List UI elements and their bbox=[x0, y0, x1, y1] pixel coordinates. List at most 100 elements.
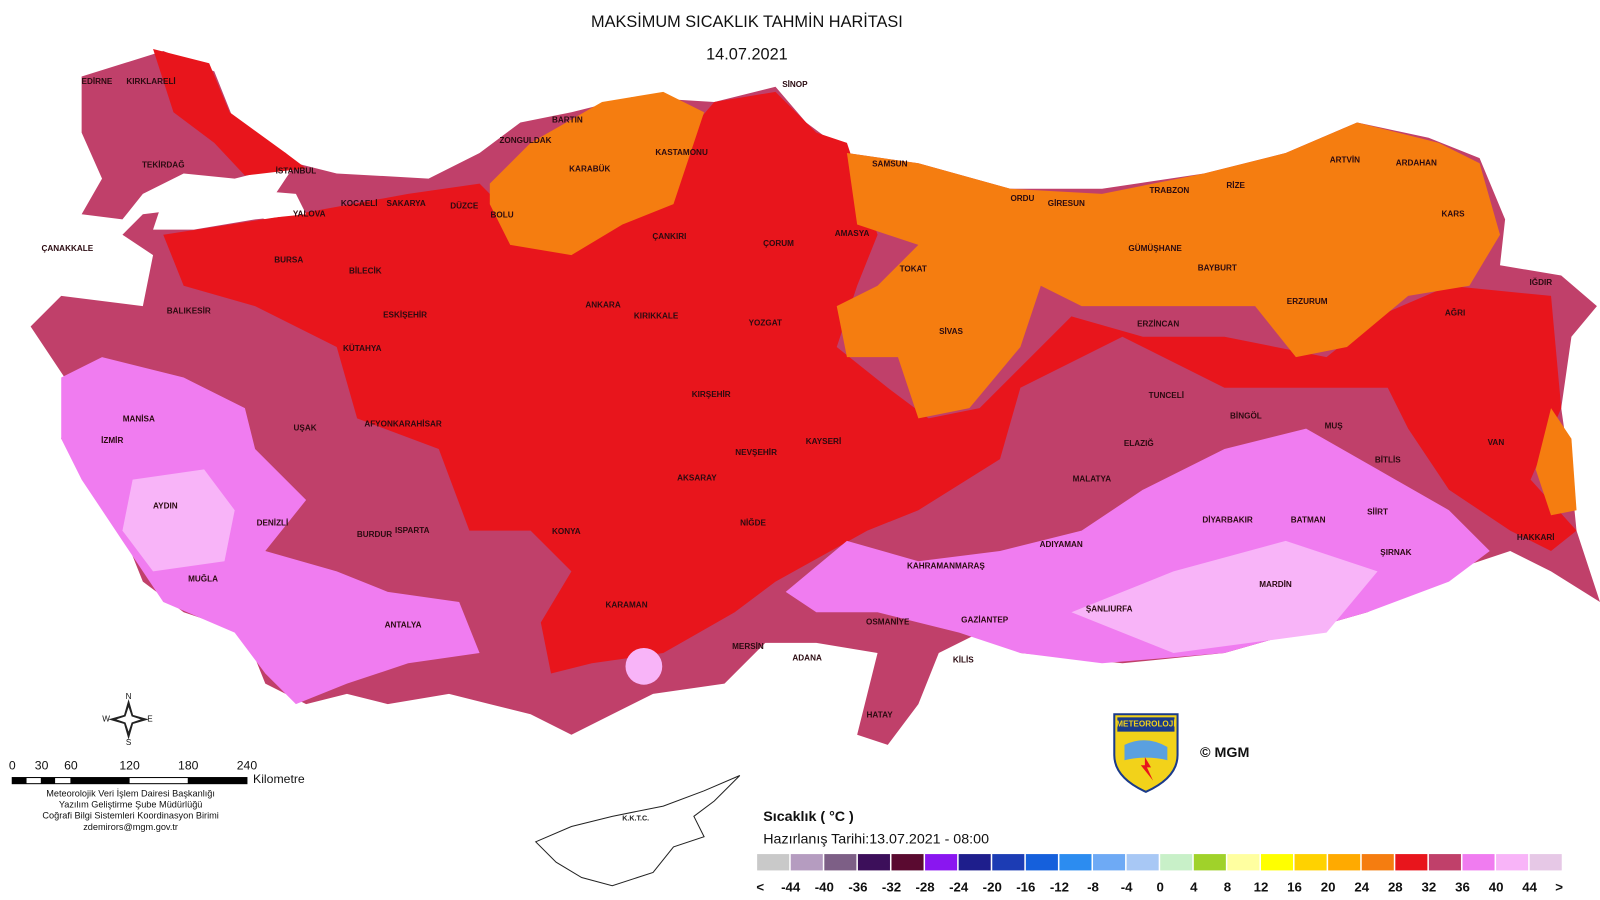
legend-label: -28 bbox=[916, 879, 935, 894]
legend-swatch bbox=[1328, 854, 1361, 871]
legend-swatch bbox=[1193, 854, 1226, 871]
legend-prepared: Hazırlanış Tarihi:13.07.2021 - 08:00 bbox=[763, 832, 989, 848]
temperature-region bbox=[81, 51, 296, 220]
city-label: GAZİANTEP bbox=[961, 615, 1009, 625]
city-label: KİLİS bbox=[953, 654, 974, 664]
city-label: NEVŞEHİR bbox=[735, 447, 777, 457]
city-label: AMASYA bbox=[835, 229, 870, 238]
city-label: KARS bbox=[1441, 209, 1465, 218]
city-label: AYDIN bbox=[153, 501, 178, 510]
city-label: BARTIN bbox=[552, 116, 583, 125]
city-label: KARAMAN bbox=[605, 600, 647, 609]
legend-label: > bbox=[1555, 879, 1563, 894]
compass-letter: W bbox=[102, 715, 110, 724]
city-label: BAYBURT bbox=[1198, 264, 1237, 273]
city-label: BİLECİK bbox=[349, 266, 382, 276]
legend-swatch bbox=[958, 854, 991, 871]
legend-label: 36 bbox=[1455, 879, 1470, 894]
temperature-region bbox=[1071, 540, 1378, 654]
compass-letter: E bbox=[147, 715, 153, 724]
city-label: KARABÜK bbox=[569, 164, 610, 174]
city-label: ANKARA bbox=[585, 300, 620, 309]
city-label: MALATYA bbox=[1073, 475, 1112, 484]
legend-label: < bbox=[756, 879, 764, 894]
legend-label: -24 bbox=[949, 879, 969, 894]
cyprus-label: K.K.T.C. bbox=[622, 814, 649, 822]
temperature-region bbox=[625, 647, 663, 685]
city-label: KOCAELİ bbox=[341, 198, 378, 208]
city-label: KIRIKKALE bbox=[634, 311, 679, 320]
city-label: SAKARYA bbox=[386, 199, 425, 208]
temperature-region bbox=[836, 122, 1500, 419]
city-label: ESKİŞEHİR bbox=[383, 309, 427, 319]
city-label: BİTLİS bbox=[1375, 454, 1401, 464]
legend-swatch bbox=[1395, 854, 1428, 871]
city-label: ARTVİN bbox=[1330, 154, 1360, 164]
city-label: EDİRNE bbox=[82, 76, 113, 86]
city-label: MARDİN bbox=[1259, 579, 1292, 589]
scale-tick-label: 30 bbox=[35, 759, 49, 773]
legend-label: -20 bbox=[983, 879, 1002, 894]
city-label: ANTALYA bbox=[385, 621, 422, 630]
legend-label: -32 bbox=[882, 879, 901, 894]
legend-swatch bbox=[1462, 854, 1495, 871]
city-label: KIRŞEHİR bbox=[692, 389, 731, 399]
city-label: BİNGÖL bbox=[1230, 410, 1262, 420]
legend-label: -16 bbox=[1016, 879, 1035, 894]
temperature-region bbox=[489, 91, 705, 256]
temperature-region bbox=[122, 469, 235, 572]
legend-label: -36 bbox=[848, 879, 867, 894]
city-label: YALOVA bbox=[293, 209, 326, 218]
legend-label: 44 bbox=[1522, 879, 1537, 894]
legend-swatch bbox=[891, 854, 924, 871]
scale-tick-label: 120 bbox=[119, 759, 140, 773]
scale-bar bbox=[11, 777, 248, 785]
temperature-region bbox=[1535, 408, 1577, 516]
credit-line: Yazılım Geliştirme Şube Müdürlüğü bbox=[59, 800, 203, 810]
legend-swatch bbox=[1260, 854, 1294, 871]
city-label: MERSİN bbox=[732, 641, 764, 651]
city-label: GİRESUN bbox=[1048, 198, 1085, 208]
city-label: ISPARTA bbox=[395, 526, 430, 535]
city-label: SAMSUN bbox=[872, 159, 907, 168]
legend-swatch bbox=[1496, 854, 1529, 871]
map-date: 14.07.2021 bbox=[706, 45, 788, 63]
legend-swatch bbox=[925, 854, 958, 871]
city-label: YOZGAT bbox=[749, 319, 782, 328]
legend-label: 32 bbox=[1422, 879, 1437, 894]
legend-swatch bbox=[1025, 854, 1058, 871]
cyprus bbox=[534, 775, 741, 887]
legend-label: 28 bbox=[1388, 879, 1403, 894]
city-label: KIRKLARELİ bbox=[126, 76, 175, 86]
temperature-region bbox=[153, 48, 307, 176]
city-label: GÜMÜŞHANE bbox=[1128, 243, 1182, 253]
legend-swatch bbox=[1428, 854, 1461, 871]
city-label: ÇANKIRI bbox=[652, 232, 686, 241]
city-label: ÇANAKKALE bbox=[42, 244, 94, 253]
city-label: HATAY bbox=[867, 710, 894, 719]
city-label: ŞIRNAK bbox=[1380, 548, 1411, 557]
city-label: ZONGULDAK bbox=[499, 136, 551, 145]
legend-swatch bbox=[1160, 854, 1193, 871]
compass-letter: S bbox=[126, 738, 132, 747]
city-label: ÇORUM bbox=[763, 239, 794, 248]
legend-label: 4 bbox=[1190, 879, 1198, 894]
city-label: IĞDIR bbox=[1529, 276, 1552, 287]
city-label: AĞRI bbox=[1445, 306, 1465, 317]
legend-label: 24 bbox=[1354, 879, 1369, 894]
legend-label: -12 bbox=[1050, 879, 1069, 894]
city-label: TRABZON bbox=[1149, 186, 1189, 195]
credit-line: Meteorolojik Veri İşlem Dairesi Başkanlı… bbox=[46, 788, 215, 798]
city-label: TUNCELİ bbox=[1149, 390, 1184, 400]
legend-swatch bbox=[1361, 854, 1394, 871]
scale-tick-label: 0 bbox=[9, 759, 16, 773]
city-label: UŞAK bbox=[294, 424, 317, 433]
scale-tick-label: 60 bbox=[64, 759, 78, 773]
city-label: ADANA bbox=[792, 653, 822, 662]
legend-label: -4 bbox=[1121, 879, 1133, 894]
city-label: DENİZLİ bbox=[257, 518, 289, 528]
city-label: MUŞ bbox=[1325, 422, 1344, 431]
city-label: ORDU bbox=[1010, 194, 1034, 203]
